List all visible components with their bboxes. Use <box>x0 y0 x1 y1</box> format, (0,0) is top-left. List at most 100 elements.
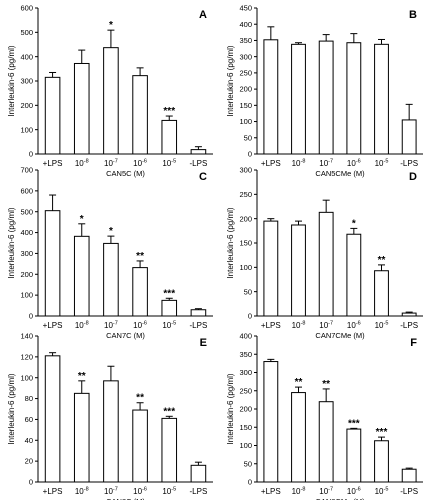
x-tick-label: 10-7 <box>319 159 333 169</box>
chart-panel-f: 0 50 100 150 200 250 300 350 400 Interleukin-6 (p… <box>226 332 423 500</box>
bar <box>103 380 119 483</box>
x-tick-label-base: +LPS <box>261 159 281 168</box>
x-tick-label-exponent: -5 <box>384 487 389 493</box>
y-tick-label: 50 <box>244 287 252 296</box>
x-tick-label: 10-5 <box>375 487 389 497</box>
bar <box>132 75 148 155</box>
bar <box>263 39 279 155</box>
x-tick-label-exponent: -5 <box>384 321 389 327</box>
y-tick-label: 100 <box>20 125 33 134</box>
y-tick-label: 50 <box>244 133 252 142</box>
x-tick-label: 10-7 <box>104 321 118 331</box>
bar <box>103 47 119 155</box>
y-tick-label: 300 <box>239 166 252 175</box>
y-tick-label: 250 <box>239 190 252 199</box>
x-tick-label: 10-5 <box>162 321 176 331</box>
x-tick-label-base: +LPS <box>43 159 63 168</box>
x-axis-label: CAN7CMe (M) <box>315 331 365 340</box>
x-tick-label-base: +LPS <box>261 487 281 496</box>
panel-letter: E <box>200 337 207 349</box>
y-tick-label: 400 <box>239 332 252 341</box>
significance-label: ** <box>295 377 303 388</box>
x-tick-label: 10-6 <box>133 159 147 169</box>
x-tick-label: 10-7 <box>104 159 118 169</box>
significance-label: ** <box>136 393 144 404</box>
y-axis-label: Interleukin-6 (pg/ml) <box>7 373 16 444</box>
bar <box>346 233 362 317</box>
x-tick-label-exponent: -8 <box>84 487 89 493</box>
x-tick-label-base: 10 <box>104 159 113 168</box>
chart-panel-e: 0 20 40 60 80 100 120 140 Interleukin-6 (pg/ml) +… <box>7 332 213 500</box>
bar <box>44 355 61 483</box>
x-tick-label-base: 10 <box>162 159 171 168</box>
y-tick-label: 100 <box>239 117 252 126</box>
panel-letter: D <box>409 171 417 183</box>
x-tick-label-base: 10 <box>162 487 171 496</box>
bar <box>44 76 61 155</box>
x-tick-label-exponent: -6 <box>356 321 361 327</box>
bar <box>190 149 207 155</box>
chart-panel-b: 0 50 100 150 200 250 300 350 400 450 Interleukin-6… <box>226 4 423 178</box>
significance-label: * <box>109 226 113 237</box>
x-tick-label: +LPS <box>43 487 63 496</box>
x-tick-label: 10-6 <box>133 487 147 497</box>
significance-label: *** <box>376 427 388 438</box>
x-tick-label: -LPS <box>190 487 208 496</box>
x-tick-label: 10-8 <box>292 321 306 331</box>
y-axis-label: Interleukin-6 (pg/ml) <box>7 45 16 116</box>
x-tick-label-base: 10 <box>133 487 142 496</box>
x-tick-label-base: +LPS <box>43 321 63 330</box>
x-tick-label-exponent: -7 <box>328 321 333 327</box>
x-tick-label-exponent: -6 <box>142 159 147 165</box>
bar <box>132 409 148 483</box>
x-axis-label: CAN5CMe (M) <box>315 169 365 178</box>
x-axis-label: CAN5C (M) <box>106 169 145 178</box>
x-tick-label-base: 10 <box>375 487 384 496</box>
x-tick-label: 10-6 <box>133 321 147 331</box>
y-axis-label: Interleukin-6 (pg/ml) <box>226 207 235 278</box>
significance-label: ** <box>378 255 386 266</box>
y-tick-label: 40 <box>25 436 33 445</box>
bar <box>374 270 389 317</box>
x-tick-label-base: -LPS <box>190 487 208 496</box>
x-tick-label-exponent: -6 <box>356 487 361 493</box>
x-tick-label-exponent: -6 <box>142 321 147 327</box>
bar <box>161 417 178 483</box>
x-tick-label-base: 10 <box>292 159 301 168</box>
bar <box>291 224 306 317</box>
x-tick-label-exponent: -5 <box>171 321 176 327</box>
y-tick-label: 100 <box>239 263 252 272</box>
y-tick-label: 100 <box>20 373 33 382</box>
bar <box>132 267 148 317</box>
x-tick-label-base: 10 <box>319 159 328 168</box>
x-tick-label-base: 10 <box>292 487 301 496</box>
x-tick-label: 10-8 <box>75 487 89 497</box>
x-tick-label-exponent: -5 <box>171 159 176 165</box>
bar <box>190 464 207 483</box>
panel-letter: C <box>199 171 207 183</box>
x-tick-label: -LPS <box>400 159 418 168</box>
bar <box>291 43 306 155</box>
x-tick-label-base: 10 <box>292 321 301 330</box>
x-tick-label-exponent: -7 <box>113 321 118 327</box>
bar <box>318 401 334 483</box>
bar <box>263 361 279 483</box>
significance-label: ** <box>78 371 86 382</box>
y-tick-label: 450 <box>239 4 252 13</box>
y-tick-label: 400 <box>239 20 252 29</box>
bar <box>161 119 178 155</box>
x-tick-label: 10-6 <box>347 159 361 169</box>
x-tick-label-exponent: -7 <box>328 487 333 493</box>
x-tick-label: 10-8 <box>75 159 89 169</box>
bar <box>401 468 417 483</box>
y-tick-label: 250 <box>239 386 252 395</box>
x-axis-label: CAN8CMe (M) <box>315 497 365 500</box>
y-tick-label: 600 <box>20 4 33 13</box>
x-tick-label-base: 10 <box>347 321 356 330</box>
x-tick-label-base: 10 <box>75 321 84 330</box>
x-tick-label-base: 10 <box>104 487 113 496</box>
bar <box>103 242 119 317</box>
x-tick-label-base: -LPS <box>190 321 208 330</box>
x-tick-label: +LPS <box>261 321 281 330</box>
